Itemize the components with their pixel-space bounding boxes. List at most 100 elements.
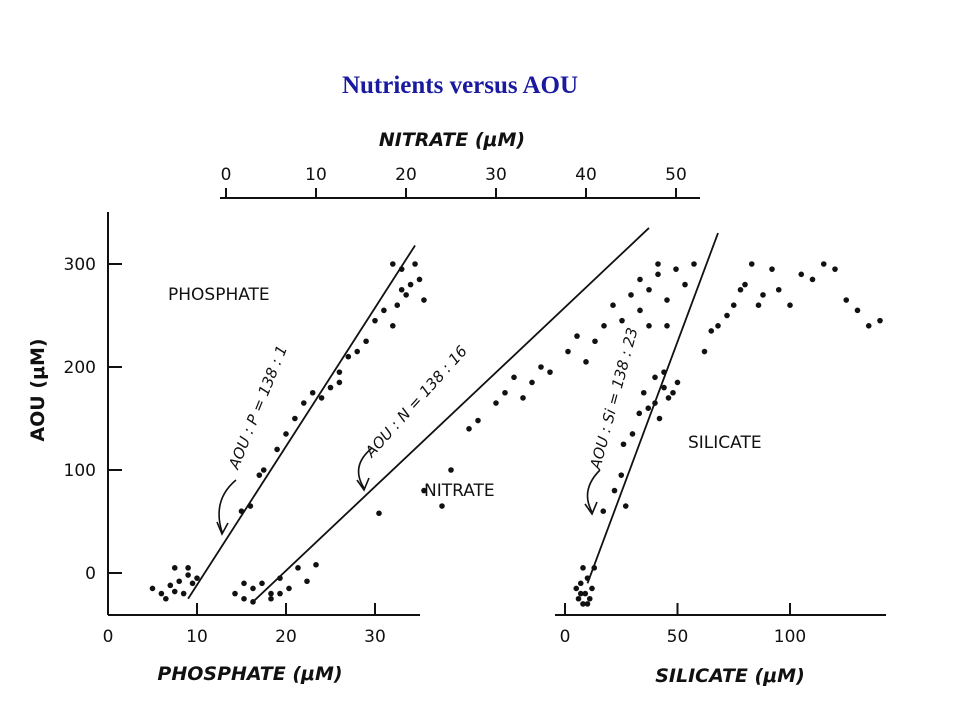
nitrate-point [628,292,634,298]
phosphate-point [363,338,369,345]
nitrate-point [529,379,535,386]
phosphate-point [283,431,289,437]
x-axis-label-silicate: SILICATE (μM) [655,665,805,687]
phosphate-point [407,281,414,288]
silicate-point [715,323,721,329]
phosphate-point [171,565,178,571]
silicate-point [661,384,667,391]
silicate-point [591,565,598,571]
nitrate-point [475,417,481,424]
silicate-point [652,400,658,406]
silicate-point [787,302,793,309]
nitrate-point [304,578,310,585]
phosphate-point [394,302,401,309]
arrow-aou-p [218,479,237,533]
phosphate-point [403,292,409,298]
silicate-point [611,487,618,494]
phosphate-point [194,575,200,581]
nitrate-point [286,585,292,592]
phosphate-point [185,572,191,578]
silicate-point [755,302,762,309]
silicate-point [865,323,872,329]
nitrate-point [655,261,661,267]
phosphate-point [301,400,307,406]
top-tick-label-nitrate: 30 [485,165,507,185]
nitrate-point [511,374,517,381]
nitrate-point [664,323,670,329]
silicate-point [843,297,850,303]
top-tick-label-nitrate: 20 [395,165,417,185]
silicate-point [656,415,663,422]
silicate-point [854,307,861,314]
y-axis-label: AOU (μM) [27,338,49,441]
phosphate-point [416,276,423,283]
arrow-aou-n [357,447,373,489]
silicate-point [661,369,667,375]
phosphate-point [247,503,254,509]
top-tick-label-nitrate: 10 [305,165,327,185]
phosphate-point [185,565,191,571]
phosphate-point [167,582,174,589]
phosphate-point [189,580,196,587]
y-tick-label: 0 [85,564,96,584]
silicate-point [652,374,658,381]
nitrate-point [268,595,274,602]
silicate-point [832,266,838,272]
nitrate-point [547,369,553,375]
arrow-aou-si-head [584,501,598,516]
silicate-point [742,281,748,288]
top-tick-label-nitrate: 40 [575,165,597,185]
silicate-point [584,601,591,607]
top-axis-label-nitrate: NITRATE (μM) [379,129,525,151]
y-tick-label: 200 [64,358,96,378]
silicate-point [769,266,775,272]
arrow-aou-si [586,469,601,513]
nitrate-point [520,395,526,401]
phosphate-point [336,379,343,386]
nitrate-point [250,599,256,605]
y-tick-label: 300 [64,255,96,275]
silicate-point [584,575,591,581]
nitrate-point [268,590,274,597]
nitrate-point [610,302,616,309]
phosphate-point [381,307,387,314]
silicate-point [775,286,782,293]
silicate-point [674,379,681,386]
nitrate-point [277,575,283,581]
x-tick-label-silicate: 0 [560,627,571,647]
phosphate-point [158,590,165,597]
x-tick-label-phosphate: 0 [103,627,114,647]
nitrate-point [241,580,247,587]
silicate-point [748,261,755,267]
nitrate-point [646,286,652,293]
phosphate-point [390,323,396,329]
data-points [149,261,883,607]
phosphate-point [274,446,280,453]
silicate-point [582,590,589,597]
silicate-point [577,580,584,587]
annotation-silicate: SILICATE [688,433,762,453]
nitrate-point [313,561,319,568]
nitrate-point [574,333,580,339]
phosphate-point [345,353,352,360]
annotation-aou-si: AOU : Si = 138 : 23 [586,326,641,472]
regression-line-nitrate [252,227,650,603]
phosphate-point [390,261,396,267]
phosphate-point [171,588,178,595]
phosphate-point [256,472,263,478]
nitrate-point [682,281,688,288]
nitrate-point [664,297,670,303]
phosphate-point [176,578,182,585]
phosphate-point [149,585,156,592]
y-tick-label: 100 [64,461,96,481]
nitrate-point [655,271,661,278]
silicate-point [708,328,715,334]
silicate-point [577,590,584,597]
nitrate-point [619,317,625,324]
phosphate-point [180,590,187,597]
phosphate-point [163,595,169,602]
nitrate-point [376,510,382,517]
x-tick-label-silicate: 50 [667,627,689,647]
phosphate-point [372,317,378,324]
